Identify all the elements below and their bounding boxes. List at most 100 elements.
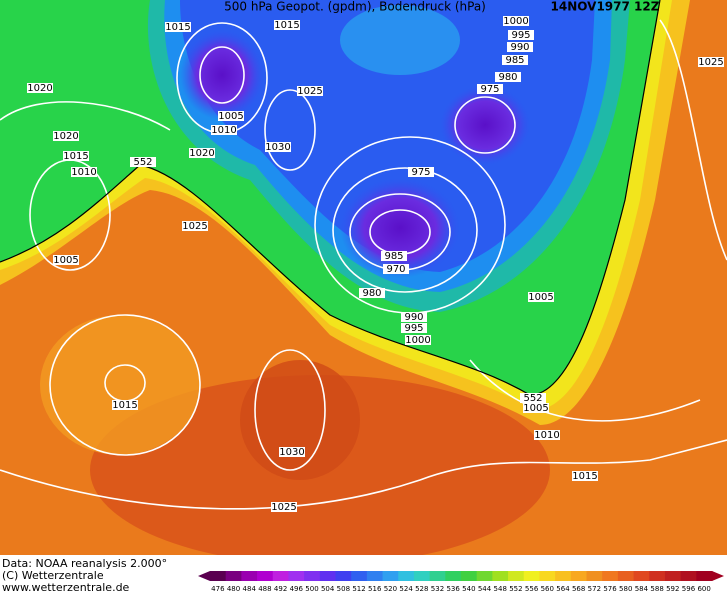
colorbar-arrow-right: [712, 571, 724, 581]
colorbar-swatch: [476, 571, 493, 581]
colorbar-label: 600: [697, 585, 710, 593]
contour-label: 1010: [211, 125, 236, 136]
map-title: 500 hPa Geopot. (gpdm), Bodendruck (hPa): [224, 0, 486, 14]
colorbar-swatch: [225, 571, 242, 581]
label-box: [523, 403, 549, 413]
colorbar-label: 588: [650, 585, 663, 593]
label-box: [698, 57, 724, 67]
colorbar-swatch: [523, 571, 540, 581]
colorbar-label: 540: [462, 585, 475, 593]
colorbar-swatch: [272, 571, 289, 581]
contour-label: 990: [404, 312, 423, 323]
label-box: [271, 502, 297, 512]
colorbar-swatch: [492, 571, 509, 581]
label-box: [495, 72, 521, 82]
contour-label: 1000: [503, 16, 528, 27]
contour-label: 1020: [189, 148, 214, 159]
colorbar-arrow-left: [198, 571, 210, 581]
colorbar-label: 548: [494, 585, 507, 593]
label-box: [381, 251, 407, 261]
contour-label: 1010: [71, 167, 96, 178]
contour-label: 552: [523, 393, 542, 404]
label-box: [297, 86, 323, 96]
footer-source: Data: NOAA reanalysis 2.000°: [2, 557, 167, 570]
isobars: [0, 19, 727, 510]
colorbar-swatch: [445, 571, 462, 581]
colorbar-swatch: [570, 571, 587, 581]
label-box: [182, 221, 208, 231]
colorbar-swatch: [555, 571, 572, 581]
label-box: [502, 55, 528, 65]
colorbar-label: 544: [478, 585, 492, 593]
label-box: [477, 84, 503, 94]
colorbar-label: 560: [541, 585, 554, 593]
colorbar-swatch: [649, 571, 666, 581]
colorbar: 476 480 484 488 492 496 500 504 508 512 516 520 524 5…: [198, 571, 724, 593]
colorbar-label: 488: [258, 585, 271, 593]
colorbar-label: 596: [682, 585, 696, 593]
label-box: [112, 400, 138, 410]
contour-label: 1000: [405, 335, 430, 346]
colorbar-label: 492: [274, 585, 287, 593]
contour-label: 970: [386, 264, 405, 275]
colorbar-label: 516: [368, 585, 382, 593]
label-box: [508, 30, 534, 40]
colorbar-swatch: [429, 571, 446, 581]
colorbar-swatch: [539, 571, 556, 581]
contour-label: 1030: [265, 142, 290, 153]
map-background: [0, 0, 727, 565]
colorbar-swatch: [257, 571, 274, 581]
contour-label: 995: [511, 30, 530, 41]
label-box: [383, 264, 409, 274]
label-box: [71, 167, 97, 177]
contour-label: 985: [505, 55, 524, 66]
contour-label: 1005: [53, 255, 78, 266]
label-box: [507, 42, 533, 52]
colorbar-label: 552: [509, 585, 522, 593]
colorbar-label: 568: [572, 585, 585, 593]
colorbar-swatch: [351, 571, 368, 581]
colorbar-swatch: [366, 571, 384, 581]
colorbar-label: 536: [446, 585, 460, 593]
colorbar-label: 532: [431, 585, 444, 593]
colorbar-swatch: [461, 571, 478, 581]
label-box: [63, 151, 89, 161]
label-box: [165, 22, 191, 32]
colorbar-swatch: [382, 571, 399, 581]
contour-label: 1025: [698, 57, 723, 68]
contour-label: 1025: [182, 221, 207, 232]
contour-label: 980: [362, 288, 381, 299]
footer-copyright: (C) Wetterzentrale: [2, 569, 104, 582]
colorbar-label: 496: [290, 585, 304, 593]
colorbar-swatch: [288, 571, 305, 581]
label-box: [359, 288, 385, 298]
colorbar-label: 576: [603, 585, 617, 593]
colorbar-swatch: [508, 571, 525, 581]
colorbar-label: 580: [619, 585, 632, 593]
label-box: [279, 447, 305, 457]
colorbar-swatch: [696, 571, 713, 581]
contour-label: 1015: [572, 471, 597, 482]
colorbar-label: 508: [337, 585, 350, 593]
colorbar-swatch: [617, 571, 635, 581]
contour-label: 1005: [528, 292, 553, 303]
label-box: [218, 111, 244, 121]
label-box: [27, 83, 53, 93]
colorbar-swatch: [335, 571, 352, 581]
label-box: [503, 16, 529, 26]
contour-label: 990: [510, 42, 529, 53]
colorbar-label: 512: [352, 585, 365, 593]
contour-label: 1030: [279, 447, 304, 458]
label-box: [53, 255, 79, 265]
contour-label: 975: [411, 167, 430, 178]
contour-label: 985: [384, 251, 403, 262]
label-box: [274, 20, 300, 30]
label-box: [401, 312, 427, 322]
label-box: [265, 142, 291, 152]
label-box: [401, 323, 427, 333]
label-box: [534, 430, 560, 440]
colorbar-label: 556: [525, 585, 539, 593]
